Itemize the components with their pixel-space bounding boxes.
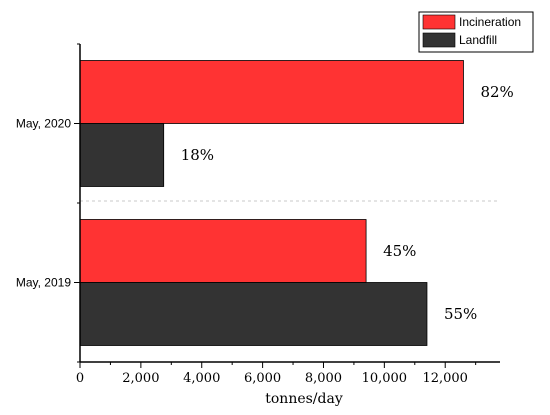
data-labels-group: 82% 18% 45% 55% — [181, 83, 514, 323]
x-tick-label-2000: 2,000 — [122, 371, 159, 386]
bar-landfill-may-2020 — [79, 123, 165, 187]
x-tick-label-0: 0 — [76, 371, 84, 386]
y-tick-label-may-2020: May, 2020 — [16, 117, 71, 131]
data-label-landfill-may-2019: 55% — [444, 305, 477, 323]
legend-label-landfill: Landfill — [459, 33, 497, 47]
y-ticks-group: May, 2020 May, 2019 — [16, 43, 80, 363]
x-tick-label-12000: 12,000 — [422, 371, 468, 386]
legend-swatch-landfill — [422, 32, 456, 48]
legend-swatch-incineration — [422, 14, 456, 30]
legend: Incineration Landfill — [418, 11, 534, 53]
x-tick-label-6000: 6,000 — [244, 371, 281, 386]
x-tick-label-10000: 10,000 — [362, 371, 408, 386]
data-label-incineration-may-2019: 45% — [383, 242, 416, 260]
bars-group — [79, 60, 464, 346]
x-tick-label-8000: 8,000 — [305, 371, 342, 386]
x-ticks-group: 0 2,000 4,000 6,000 8,000 10,000 12,000 — [76, 362, 477, 386]
legend-label-incineration: Incineration — [459, 15, 521, 29]
x-axis-title: tonnes/day — [265, 391, 343, 407]
data-label-landfill-may-2020: 18% — [181, 146, 214, 164]
x-tick-label-4000: 4,000 — [183, 371, 220, 386]
bar-landfill-may-2019 — [79, 282, 428, 346]
data-label-incineration-may-2020: 82% — [480, 83, 513, 101]
bar-incineration-may-2019 — [79, 219, 367, 283]
bar-incineration-may-2020 — [79, 60, 464, 124]
y-tick-label-may-2019: May, 2019 — [16, 276, 71, 290]
